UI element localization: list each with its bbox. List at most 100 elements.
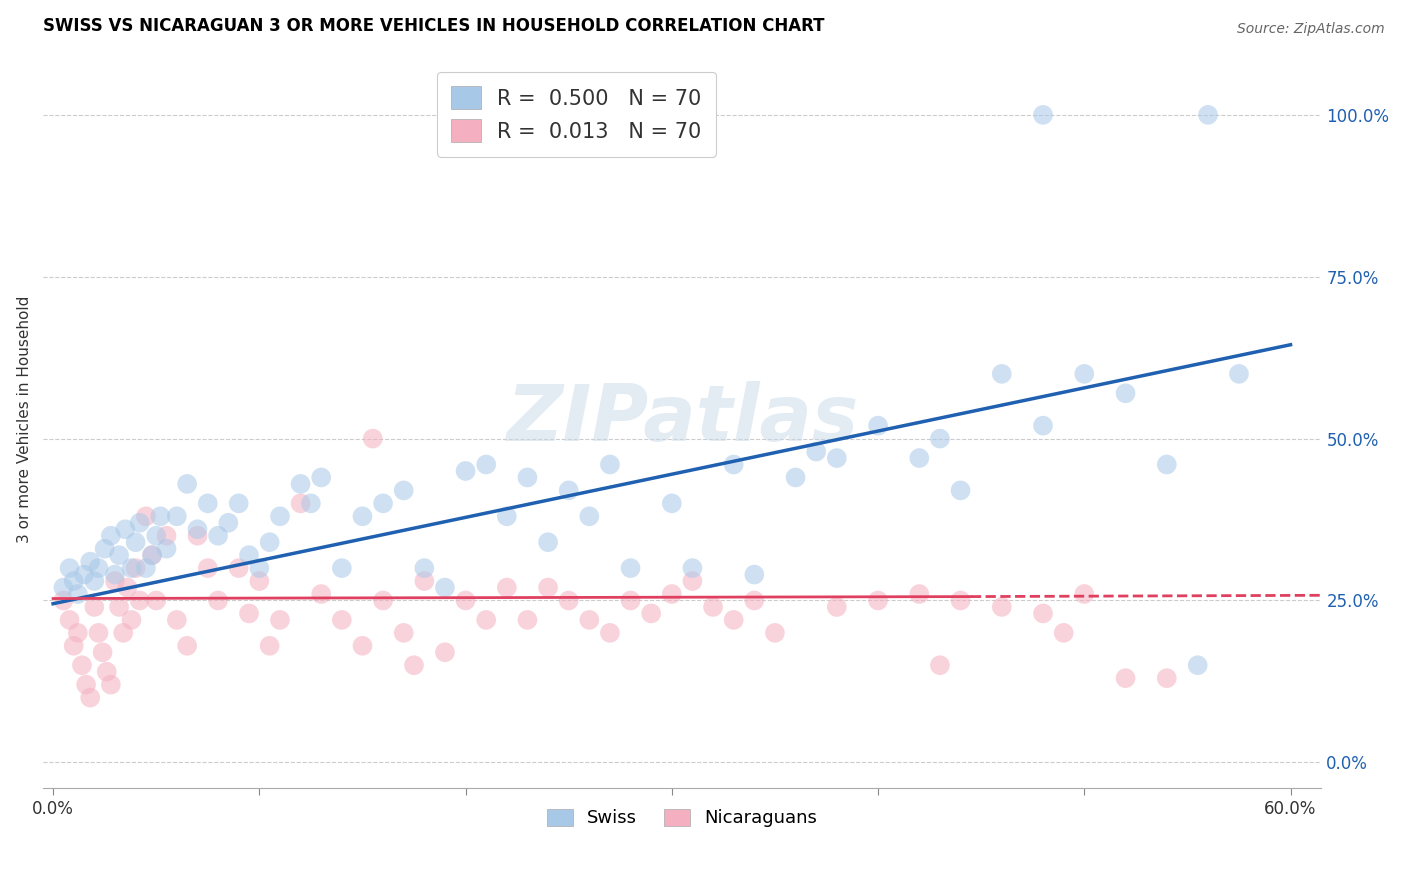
Point	[217, 516, 239, 530]
Point	[454, 464, 477, 478]
Point	[1197, 108, 1219, 122]
Point	[723, 613, 745, 627]
Point	[186, 522, 208, 536]
Point	[149, 509, 172, 524]
Point	[433, 645, 456, 659]
Point	[681, 561, 703, 575]
Point	[1156, 671, 1178, 685]
Point	[70, 658, 93, 673]
Point	[1032, 607, 1054, 621]
Point	[52, 593, 75, 607]
Point	[108, 599, 131, 614]
Point	[309, 587, 332, 601]
Text: ZIPatlas: ZIPatlas	[506, 381, 858, 458]
Point	[128, 593, 150, 607]
Point	[87, 625, 110, 640]
Point	[1032, 108, 1054, 122]
Point	[228, 496, 250, 510]
Point	[929, 658, 952, 673]
Point	[166, 509, 188, 524]
Point	[785, 470, 807, 484]
Point	[155, 541, 177, 556]
Point	[619, 561, 641, 575]
Point	[413, 574, 436, 588]
Point	[929, 432, 952, 446]
Point	[207, 593, 229, 607]
Point	[176, 477, 198, 491]
Point	[197, 561, 219, 575]
Point	[259, 639, 281, 653]
Point	[145, 593, 167, 607]
Point	[908, 450, 931, 465]
Point	[804, 444, 827, 458]
Point	[825, 599, 848, 614]
Point	[868, 593, 890, 607]
Point	[112, 625, 135, 640]
Legend: Swiss, Nicaraguans: Swiss, Nicaraguans	[540, 801, 824, 835]
Point	[121, 561, 143, 575]
Point	[141, 548, 163, 562]
Point	[619, 593, 641, 607]
Point	[330, 613, 353, 627]
Text: SWISS VS NICARAGUAN 3 OR MORE VEHICLES IN HOUSEHOLD CORRELATION CHART: SWISS VS NICARAGUAN 3 OR MORE VEHICLES I…	[42, 17, 824, 35]
Point	[238, 607, 260, 621]
Point	[557, 593, 579, 607]
Point	[949, 483, 972, 498]
Point	[1115, 671, 1137, 685]
Point	[290, 496, 312, 510]
Point	[908, 587, 931, 601]
Point	[330, 561, 353, 575]
Point	[702, 599, 724, 614]
Point	[135, 561, 157, 575]
Point	[454, 593, 477, 607]
Point	[361, 432, 384, 446]
Point	[557, 483, 579, 498]
Point	[1073, 367, 1095, 381]
Point	[93, 541, 115, 556]
Point	[186, 529, 208, 543]
Y-axis label: 3 or more Vehicles in Household: 3 or more Vehicles in Household	[17, 295, 32, 543]
Point	[114, 522, 136, 536]
Point	[124, 535, 146, 549]
Point	[578, 509, 600, 524]
Point	[1073, 587, 1095, 601]
Point	[66, 625, 89, 640]
Point	[96, 665, 118, 679]
Point	[176, 639, 198, 653]
Point	[121, 613, 143, 627]
Point	[108, 548, 131, 562]
Point	[661, 496, 683, 510]
Point	[117, 581, 139, 595]
Point	[868, 418, 890, 433]
Point	[825, 450, 848, 465]
Point	[128, 516, 150, 530]
Point	[228, 561, 250, 575]
Point	[1187, 658, 1209, 673]
Point	[742, 567, 765, 582]
Point	[145, 529, 167, 543]
Point	[352, 639, 374, 653]
Point	[75, 678, 97, 692]
Point	[1156, 458, 1178, 472]
Point	[197, 496, 219, 510]
Point	[742, 593, 765, 607]
Point	[371, 593, 394, 607]
Point	[73, 567, 96, 582]
Point	[723, 458, 745, 472]
Point	[537, 581, 560, 595]
Point	[495, 509, 517, 524]
Point	[62, 639, 84, 653]
Point	[124, 561, 146, 575]
Point	[290, 477, 312, 491]
Point	[433, 581, 456, 595]
Point	[66, 587, 89, 601]
Point	[141, 548, 163, 562]
Text: Source: ZipAtlas.com: Source: ZipAtlas.com	[1237, 22, 1385, 37]
Point	[247, 574, 270, 588]
Point	[1053, 625, 1076, 640]
Point	[79, 690, 101, 705]
Point	[1032, 418, 1054, 433]
Point	[100, 678, 122, 692]
Point	[763, 625, 786, 640]
Point	[599, 458, 621, 472]
